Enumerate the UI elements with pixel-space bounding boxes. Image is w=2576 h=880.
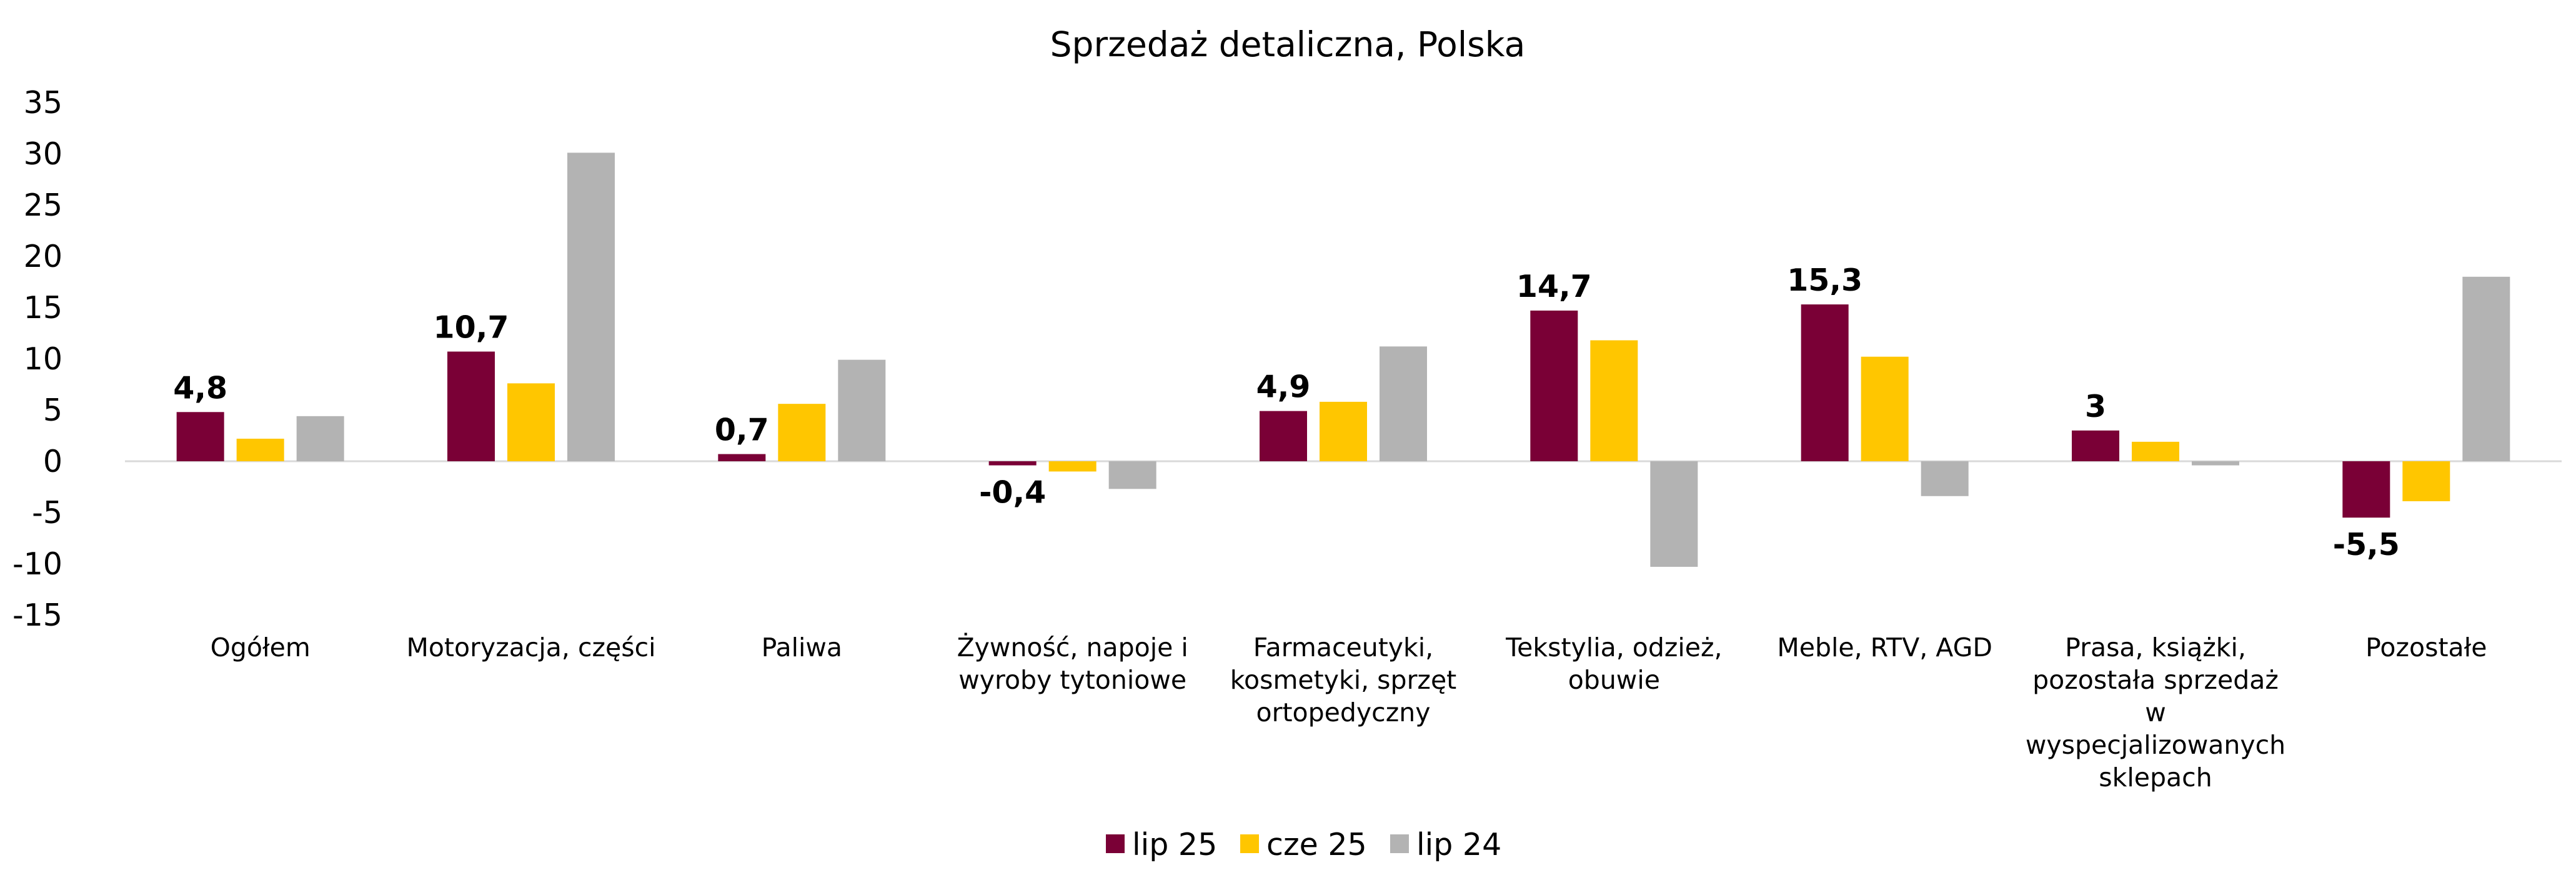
bar-cze-25 (2402, 461, 2450, 501)
y-tick-label: 20 (24, 239, 62, 274)
category-label: w (2145, 698, 2166, 728)
category-label: Farmaceutyki, (1253, 632, 1433, 662)
bar-lip-24 (2192, 461, 2239, 466)
y-tick-label: -5 (32, 495, 62, 531)
category-label: Tekstylia, odzież, (1505, 632, 1723, 662)
data-label: 3 (2085, 389, 2106, 424)
y-tick-label: -10 (12, 546, 62, 582)
legend-swatch (1240, 834, 1259, 853)
category-label: Pozostałe (2365, 632, 2487, 662)
bar-lip-25 (176, 412, 224, 461)
category-label: kosmetyki, sprzęt (1230, 665, 1457, 695)
legend-swatch (1106, 834, 1125, 853)
y-tick-label: 15 (24, 290, 62, 326)
category-label: Ogółem (211, 632, 311, 662)
category-label: Motoryzacja, części (406, 632, 655, 662)
bar-lip-24 (567, 152, 615, 462)
category-label: Paliwa (762, 632, 842, 662)
bar-lip-24 (1650, 461, 1698, 567)
category-label: Prasa, książki, (2065, 632, 2246, 662)
bar-lip-24 (1108, 461, 1156, 489)
bars (176, 152, 2510, 567)
y-tick-label: 5 (43, 392, 62, 428)
y-tick-label: 35 (24, 85, 62, 121)
bar-cze-25 (1590, 340, 1638, 461)
legend-swatch (1390, 834, 1409, 853)
bar-lip-25 (1530, 310, 1578, 461)
category-label: pozostała sprzedaż (2032, 665, 2279, 695)
bar-lip-25 (718, 454, 766, 461)
y-tick-label: 0 (43, 444, 62, 479)
y-tick-label: 10 (24, 341, 62, 377)
category-label: sklepach (2099, 762, 2212, 792)
data-labels: 4,8 10,7 0,7 -0,4 4,9 14,7 15,3 3 -5,5 (173, 262, 2400, 562)
data-label: -5,5 (2333, 527, 2400, 562)
category-label: ortopedyczny (1256, 698, 1431, 728)
bar-cze-25 (507, 383, 555, 461)
bar-cze-25 (1048, 461, 1097, 472)
y-tick-label: 25 (24, 188, 62, 223)
y-tick-label: -15 (12, 598, 62, 633)
category-label: wyspecjalizowanych (2026, 730, 2285, 760)
data-label: 14,7 (1516, 269, 1592, 304)
bar-lip-25 (447, 351, 495, 461)
bar-cze-25 (1861, 356, 1909, 461)
bar-lip-24 (1380, 346, 1427, 461)
legend: lip 25 cze 25 lip 24 (1106, 827, 1501, 862)
bar-lip-25 (2072, 430, 2119, 461)
category-label: obuwie (1568, 665, 1660, 695)
bar-lip-24 (2462, 276, 2510, 461)
y-tick-label: 30 (24, 136, 62, 172)
data-label: 10,7 (434, 310, 509, 346)
legend-label: lip 24 (1416, 827, 1501, 862)
bar-cze-25 (2132, 441, 2179, 461)
bar-lip-25 (1260, 411, 1307, 461)
bar-lip-25 (988, 461, 1037, 466)
data-label: 0,7 (715, 412, 769, 448)
legend-label: cze 25 (1266, 827, 1367, 862)
data-label: 4,8 (173, 370, 227, 406)
bar-lip-24 (1921, 461, 1969, 496)
bar-lip-24 (296, 416, 344, 461)
data-label: -0,4 (979, 475, 1046, 511)
data-label: 15,3 (1787, 262, 1862, 298)
category-label: Żywność, napoje i (957, 632, 1188, 662)
chart-title: Sprzedaż detaliczna, Polska (1050, 24, 1526, 64)
data-label: 4,9 (1256, 369, 1311, 405)
category-label: wyroby tytoniowe (958, 665, 1186, 695)
legend-label: lip 25 (1132, 827, 1217, 862)
category-label: Meble, RTV, AGD (1777, 632, 1992, 662)
y-axis: 35 30 25 20 15 10 5 0 -5 -10 -15 (12, 85, 62, 633)
bar-cze-25 (1320, 401, 1367, 461)
bar-cze-25 (778, 404, 826, 461)
bar-cze-25 (236, 438, 284, 461)
x-axis-categories: Ogółem Motoryzacja, części Paliwa Żywność, … (211, 632, 2487, 792)
bar-lip-25 (1801, 304, 1849, 461)
bar-lip-24 (838, 359, 886, 461)
bar-lip-25 (2342, 461, 2390, 518)
